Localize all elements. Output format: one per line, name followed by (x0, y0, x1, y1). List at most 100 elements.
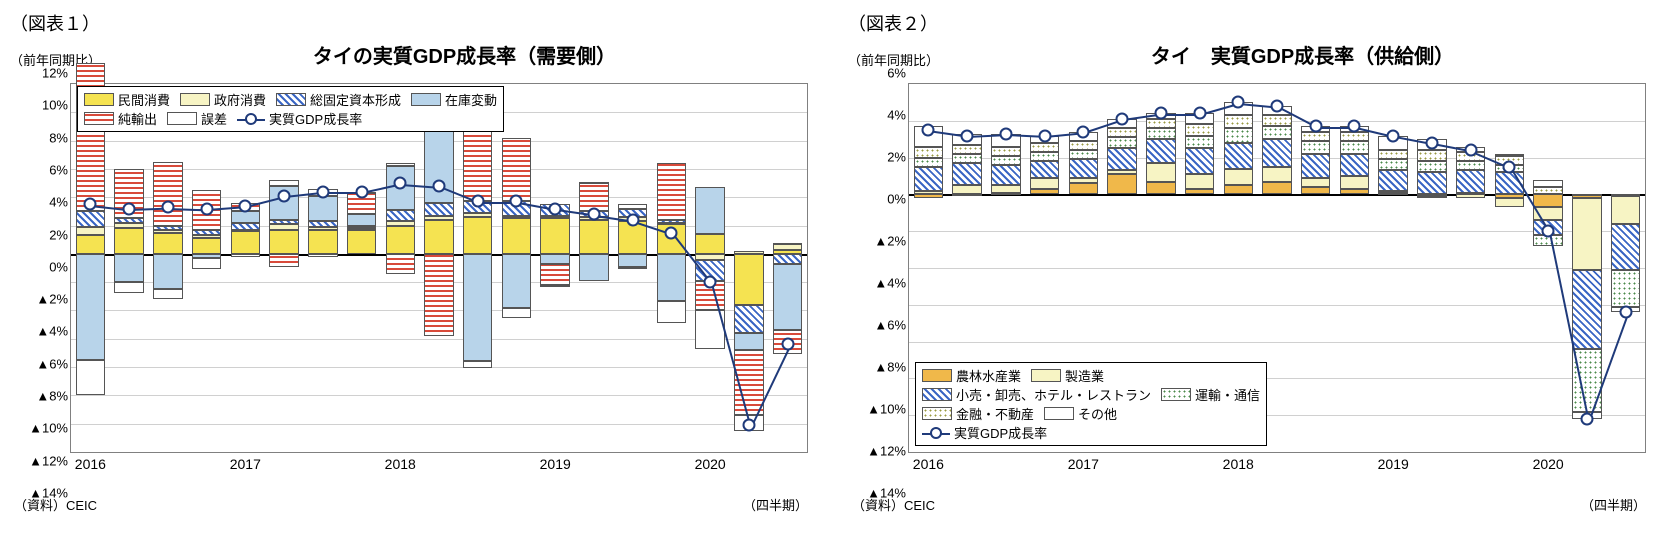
bar-seg-net_exports (502, 138, 531, 202)
bar-column (187, 84, 226, 452)
bar-seg-error (269, 180, 298, 186)
bar-seg-transport (1069, 150, 1098, 159)
y-tick: 12% (42, 66, 68, 81)
legend-label: 農林水産業 (956, 366, 1021, 385)
bar-seg-gfcf (76, 211, 105, 227)
bar-column (381, 84, 420, 452)
x-tick: 2020 (695, 456, 726, 472)
bar-seg-private_consumption (463, 217, 492, 254)
bar-seg-finance (1340, 132, 1369, 141)
gdp-marker (200, 202, 213, 215)
gdp-marker (665, 226, 678, 239)
bar-seg-gfcf (773, 254, 802, 264)
bar-seg-transport (1224, 128, 1253, 143)
y-tick: ▲8% (36, 389, 68, 404)
bar-seg-finance (1572, 194, 1601, 196)
gdp-marker (1038, 129, 1051, 142)
bar-column (1529, 84, 1568, 452)
gdp-marker (1619, 306, 1632, 319)
gdp-marker (1193, 107, 1206, 120)
bar-seg-finance (991, 147, 1020, 156)
bar-seg-transport (1107, 137, 1136, 148)
bar-column (265, 84, 304, 452)
legend-item-private_consumption: 民間消費 (84, 90, 170, 109)
bar-seg-net_exports (153, 162, 182, 226)
bar-seg-error (386, 163, 415, 166)
legend-label: 誤差 (201, 109, 227, 128)
legend-label: 金融・不動産 (956, 404, 1034, 423)
y-tick: 10% (42, 98, 68, 113)
y-tick: ▲10% (29, 421, 68, 436)
bar-seg-net_exports (308, 254, 337, 257)
gdp-marker (161, 201, 174, 214)
y-tick: ▲14% (29, 486, 68, 501)
gdp-marker (278, 189, 291, 202)
bar-seg-manu (1262, 167, 1291, 182)
bar-seg-transport (1378, 159, 1407, 170)
bar-seg-net_exports (269, 254, 298, 267)
gdp-marker (394, 177, 407, 190)
x-tick: 2019 (540, 456, 571, 472)
bar-seg-inventory (231, 211, 260, 222)
legend-item-retail: 小売・卸売、ホテル・レストラン (922, 385, 1151, 404)
legend-item-gov_consumption: 政府消費 (180, 90, 266, 109)
bar-seg-gov_consumption (386, 221, 415, 225)
legend-item-agri: 農林水産業 (922, 366, 1021, 385)
y-tick: ▲12% (29, 453, 68, 468)
chart2-title: タイ 実質GDP成長率（供給側） (939, 40, 1666, 69)
gdp-marker (999, 127, 1012, 140)
bar-seg-manu (1417, 196, 1446, 198)
x-tick: 2018 (385, 456, 416, 472)
legend-item-gdp_line: 実質GDP成長率 (922, 423, 1047, 442)
bar-column (691, 84, 730, 452)
bar-seg-gfcf (347, 226, 376, 229)
bar-column (1606, 84, 1645, 452)
bar-seg-agri (1262, 182, 1291, 195)
gdp-marker (433, 179, 446, 192)
bar-seg-finance (1301, 132, 1330, 141)
bar-seg-agri (1301, 187, 1330, 194)
bar-seg-manu (1456, 194, 1485, 198)
y-tick: ▲6% (874, 318, 906, 333)
bar-seg-error (153, 289, 182, 299)
bar-column (1490, 84, 1529, 452)
bar-seg-agri (1146, 182, 1175, 195)
y-tick: 2% (49, 227, 68, 242)
legend-label: 総固定資本形成 (310, 90, 401, 109)
gdp-marker (1425, 136, 1438, 149)
bar-seg-agri (1224, 185, 1253, 194)
bar-seg-gov_consumption (424, 216, 453, 220)
bar-seg-agri (1107, 174, 1136, 194)
bar-seg-gfcf (386, 210, 415, 221)
bar-seg-manu (952, 185, 981, 194)
bar-seg-net_exports (386, 254, 415, 274)
bar-seg-finance (1107, 128, 1136, 137)
bar-seg-net_exports (657, 163, 686, 220)
gdp-marker (1464, 144, 1477, 157)
legend-item-error: 誤差 (167, 109, 227, 128)
bar-seg-manu (914, 191, 943, 195)
bar-seg-retail (1572, 270, 1601, 349)
y-tick: 0% (49, 259, 68, 274)
bar-seg-retail (1262, 139, 1291, 167)
bar-column (613, 84, 652, 452)
bar-seg-inventory (153, 254, 182, 289)
bar-seg-gov_consumption (153, 230, 182, 233)
y-tick: ▲8% (874, 360, 906, 375)
legend-label: 小売・卸売、ホテル・レストラン (956, 385, 1151, 404)
bar-seg-retail (1611, 224, 1640, 270)
bar-seg-manu (1495, 198, 1524, 207)
bar-seg-manu (1611, 196, 1640, 224)
legend-label: 在庫変動 (445, 90, 497, 109)
bar-seg-finance (1224, 115, 1253, 128)
legend-item-transport: 運輸・通信 (1161, 385, 1260, 404)
x-tick: 2019 (1378, 456, 1409, 472)
bar-seg-manu (1030, 178, 1059, 189)
bar-seg-inventory (734, 333, 763, 350)
bar-column (1335, 84, 1374, 452)
y-tick: 2% (887, 150, 906, 165)
bar-seg-gov_consumption (502, 216, 531, 219)
bar-column (148, 84, 187, 452)
gdp-marker (1348, 120, 1361, 133)
bar-seg-gov_consumption (540, 216, 569, 219)
